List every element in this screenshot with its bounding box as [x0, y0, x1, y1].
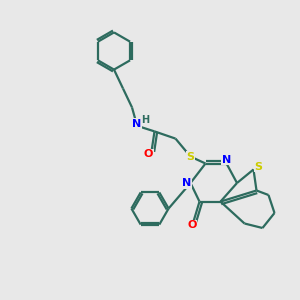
Text: O: O	[187, 220, 197, 230]
Text: N: N	[132, 118, 141, 129]
Text: N: N	[222, 154, 231, 165]
Text: N: N	[182, 178, 191, 188]
Text: S: S	[187, 152, 194, 162]
Text: H: H	[141, 115, 150, 125]
Text: S: S	[255, 161, 262, 172]
Text: O: O	[144, 149, 153, 160]
